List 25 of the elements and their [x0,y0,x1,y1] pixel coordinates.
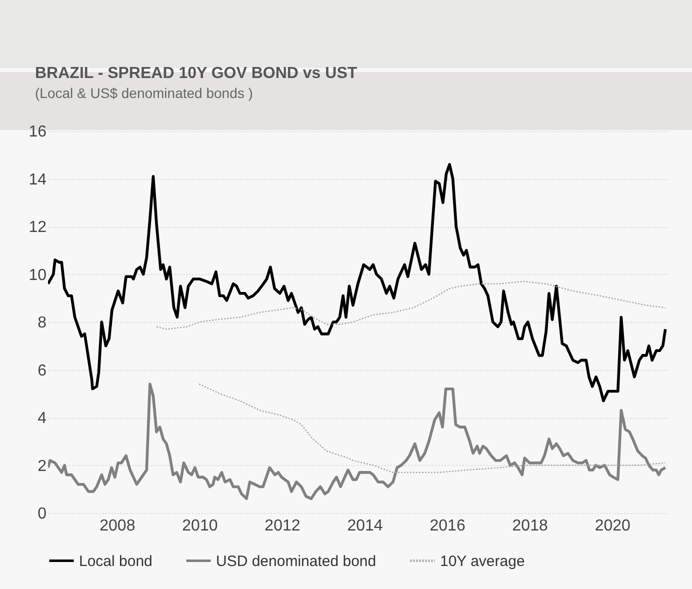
legend-label: USD denominated bond [216,552,376,570]
y-tick-label: 10 [28,266,47,284]
legend-label: Local bond [79,552,152,570]
x-tick-label: 2014 [347,518,383,534]
x-tick-label: 2016 [430,518,466,534]
y-tick-label: 14 [28,171,47,188]
x-tick-label: 2010 [182,518,218,534]
y-tick-label: 0 [38,506,47,522]
y-tick-label: 12 [28,219,47,236]
x-tick-label: 2020 [594,518,631,534]
x-tick-label: 2012 [264,518,300,534]
line-series [198,383,666,474]
x-tick-label: 2008 [100,518,136,534]
chart-title: BRAZIL - SPREAD 10Y GOV BOND vs UST [35,65,358,82]
y-tick-label: 2 [38,458,47,475]
y-tick-label: 4 [38,410,47,427]
line-series [156,280,666,330]
y-tick-label: 8 [38,314,47,332]
y-tick-label: 6 [38,362,47,380]
legend-label: 10Y average [440,552,525,570]
chart-subtitle: (Local & US$ denominated bonds ) [35,85,253,101]
line-series [48,382,667,500]
line-series [48,163,667,402]
y-tick-label: 16 [28,124,47,140]
x-tick-label: 2018 [512,518,548,534]
